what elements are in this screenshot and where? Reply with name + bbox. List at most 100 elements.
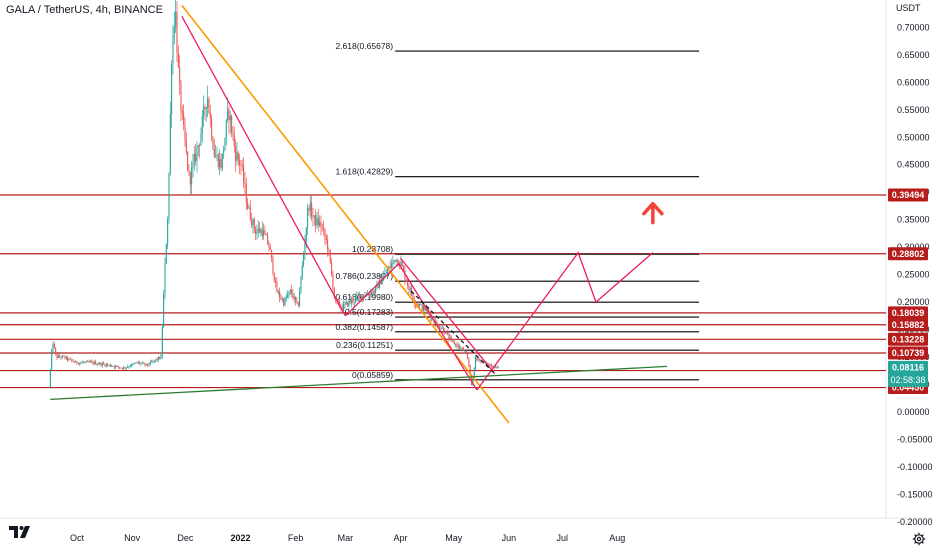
candle-body <box>465 350 467 355</box>
candle-body <box>388 266 390 270</box>
candle-body <box>268 244 270 248</box>
candle-body <box>67 356 69 360</box>
candle-body <box>185 140 187 152</box>
arrow-up-icon <box>642 201 664 225</box>
candle-body <box>264 230 266 235</box>
candle-body <box>109 364 111 367</box>
price-tick-label: 0.35000 <box>897 215 930 225</box>
time-tick-label: Nov <box>124 533 141 543</box>
candle-body <box>361 295 363 300</box>
candle-body <box>457 345 459 347</box>
candle-body <box>451 337 453 340</box>
candle-body <box>385 272 387 274</box>
candle-body <box>237 152 239 160</box>
price-tick-label: 0.30000 <box>897 242 930 252</box>
candle-body <box>259 228 261 233</box>
candle-body <box>59 355 61 358</box>
candle-body <box>300 277 302 293</box>
candle-body <box>307 208 309 228</box>
candle-body <box>348 300 350 307</box>
candle-body <box>423 305 425 311</box>
candle-body <box>56 353 58 358</box>
candle-body <box>245 183 247 203</box>
candle-body <box>317 217 319 226</box>
candle-body <box>97 364 99 365</box>
candle-body <box>299 292 301 306</box>
trendline-pink-wedge-upper <box>181 16 346 317</box>
candle-body <box>285 297 287 299</box>
candle-body <box>232 132 234 135</box>
candle-body <box>219 159 221 168</box>
bar-countdown-label: 02:58:38 <box>890 375 925 385</box>
candle-body <box>187 151 189 170</box>
candle-body <box>372 290 374 295</box>
candle-body <box>164 263 166 294</box>
candle-body <box>165 244 167 264</box>
candle-body <box>345 302 347 304</box>
candle-body <box>77 363 79 365</box>
candle-body <box>152 360 154 362</box>
candle-body <box>101 363 103 366</box>
candle-body <box>84 362 86 363</box>
candle-body <box>453 341 455 345</box>
candle-body <box>120 367 122 369</box>
candle-body <box>352 299 354 303</box>
candle-body <box>212 138 214 150</box>
price-badge <box>888 247 928 261</box>
candle-body <box>440 328 442 330</box>
candle-body <box>189 172 191 185</box>
candle-body <box>193 153 195 163</box>
candle-body <box>380 279 382 285</box>
dashed-projection-line <box>410 290 496 374</box>
candle-body <box>217 154 219 168</box>
candle-body <box>379 279 381 288</box>
candle-body <box>480 359 482 363</box>
candle-body <box>123 367 125 369</box>
price-badge <box>888 188 928 202</box>
gear-icon[interactable] <box>912 532 926 546</box>
candle-body <box>303 254 305 266</box>
candle-body <box>196 147 198 162</box>
candle-body <box>220 159 222 169</box>
candle-body <box>247 202 249 209</box>
candle-body <box>216 154 218 157</box>
fib-level-label: 1.618(0.42829) <box>335 167 393 177</box>
candle-body <box>281 299 283 300</box>
candle-body <box>263 230 265 236</box>
candle-body <box>71 359 73 361</box>
time-tick-label: Apr <box>393 533 407 543</box>
candle-body <box>412 294 414 300</box>
time-axis[interactable]: Oct Nov Dec 2022 Feb Mar Apr May Jun Jul Aug <box>70 533 625 543</box>
candle-body <box>139 362 141 364</box>
candle-body <box>469 365 471 376</box>
candle-body <box>261 229 263 236</box>
candle-body <box>252 219 254 226</box>
price-badges: 0.39494 0.28802 0.18039 0.15882 0.13228 0.107… <box>888 188 928 395</box>
candle-body <box>425 309 427 311</box>
candle-body <box>403 266 405 270</box>
candle-body <box>132 363 134 365</box>
candle-body <box>143 362 145 364</box>
candle-body <box>296 300 298 303</box>
candle-body <box>49 369 51 388</box>
candle-body <box>273 273 275 281</box>
price-tick-label: 0.65000 <box>897 50 930 60</box>
candle-body <box>149 361 151 365</box>
candle-body <box>395 260 397 262</box>
candle-body <box>128 366 130 368</box>
candle-body <box>351 299 353 303</box>
candle-body <box>456 344 458 347</box>
candle-body <box>80 362 82 364</box>
candle-body <box>79 362 81 365</box>
candle-body <box>147 363 149 366</box>
candle-body <box>473 368 475 379</box>
candle-body <box>124 367 126 369</box>
price-badge <box>888 332 928 346</box>
candle-body <box>116 365 118 367</box>
candle-body <box>107 364 109 366</box>
candle-body <box>100 362 102 366</box>
candle-body <box>275 280 277 283</box>
